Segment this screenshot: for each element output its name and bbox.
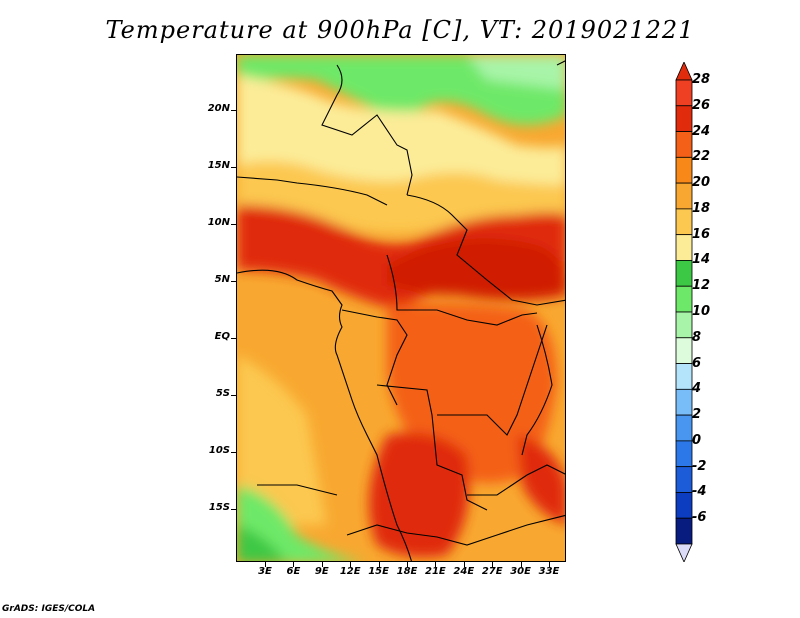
colorbar-top-triangle — [675, 62, 693, 81]
grads-credit: GrADS: IGES/COLA — [2, 604, 96, 614]
colorbar-label: 22 — [692, 149, 711, 165]
lon-tick — [549, 562, 550, 567]
colorbar-label: 18 — [692, 200, 711, 216]
colorbar-label: 24 — [692, 123, 711, 139]
plot-title: Temperature at 900hPa [C], VT: 201902122… — [105, 16, 695, 44]
lon-label: 21E — [425, 566, 446, 577]
lon-tick — [378, 562, 380, 567]
colorbar-segment — [675, 285, 693, 313]
colorbar-segment — [675, 466, 693, 493]
lon-label: 30E — [510, 566, 531, 577]
shade-atlantic-light — [237, 355, 327, 525]
lat-tick — [231, 224, 236, 225]
lon-tick — [350, 562, 352, 567]
lon-label: 33E — [538, 566, 560, 577]
shade-darkgreen-sw — [237, 525, 286, 561]
lat-tick — [231, 110, 236, 111]
lat-tick — [231, 338, 236, 339]
colorbar-segment — [675, 79, 693, 107]
colorbar-label: 8 — [692, 329, 702, 345]
colorbar-segment — [675, 131, 693, 158]
lon-tick — [407, 562, 408, 567]
shade-red-east — [517, 435, 565, 525]
lon-label: 18E — [396, 566, 418, 577]
lon-label: 27E — [481, 566, 503, 577]
colorbar-bottom-triangle — [675, 543, 693, 562]
shade-lightorange-band — [237, 161, 565, 234]
lon-tick — [321, 562, 323, 567]
colorbar-label: 10 — [692, 304, 711, 319]
colorbar-segment — [675, 517, 693, 545]
lon-tick — [520, 562, 522, 567]
colorbar-segment — [675, 234, 693, 261]
colorbar-segment — [675, 440, 693, 468]
lat-label: 10S — [208, 445, 230, 456]
shade-lightgreen-ne — [467, 55, 565, 90]
lat-tick — [231, 509, 236, 510]
lon-label: 12E — [339, 566, 361, 577]
lon-label: 15E — [368, 566, 389, 577]
colorbar-segment — [675, 105, 693, 132]
colorbar-label: 14 — [692, 252, 711, 268]
lon-label: 6E — [286, 566, 301, 577]
lon-tick — [492, 562, 494, 567]
colorbar-segment — [675, 414, 693, 442]
lat-label: 5S — [215, 388, 230, 399]
shade-red-south — [369, 432, 470, 558]
lat-tick — [231, 167, 236, 168]
colorbar-label: 28 — [692, 72, 711, 87]
colorbar-segment — [675, 208, 693, 236]
lat-label: EQ — [214, 331, 230, 342]
lat-label: 10N — [207, 217, 230, 228]
colorbar-segment — [675, 260, 693, 287]
colorbar-segment — [675, 156, 693, 184]
lon-tick — [265, 562, 266, 567]
colorbar-label: 0 — [692, 432, 702, 448]
lat-tick — [231, 281, 236, 282]
colorbar-label: -2 — [692, 458, 707, 474]
lat-label: 15N — [207, 160, 230, 171]
shade-deepred-car — [387, 238, 565, 300]
map-shading — [237, 55, 565, 561]
colorbar-label: 12 — [692, 278, 711, 294]
colorbar-segment — [675, 337, 693, 364]
colorbar-label: 26 — [692, 97, 711, 113]
colorbar-label: 20 — [692, 175, 711, 191]
colorbar-label: -6 — [692, 510, 707, 526]
lat-label: 15S — [208, 502, 230, 513]
colorbar-segment — [675, 492, 693, 519]
lat-tick — [231, 395, 236, 396]
lat-label: 20N — [207, 103, 230, 114]
lon-tick — [435, 562, 437, 567]
lon-label: 3E — [258, 566, 272, 577]
colorbar-label: 2 — [692, 407, 702, 423]
lat-tick — [231, 452, 236, 453]
lat-label: 5N — [214, 274, 230, 285]
colorbar-label: -4 — [692, 484, 707, 500]
lon-tick — [293, 562, 295, 567]
temperature-map — [236, 54, 566, 562]
colorbar — [675, 62, 693, 562]
lon-label: 24E — [453, 566, 475, 577]
colorbar-label: 4 — [692, 381, 702, 397]
colorbar-segment — [675, 388, 693, 416]
coastlines-borders — [237, 60, 565, 561]
colorbar-segment — [675, 182, 693, 210]
colorbar-segment — [675, 363, 693, 390]
lon-tick — [463, 562, 465, 567]
colorbar-label: 16 — [692, 226, 711, 242]
lon-label: 9E — [314, 566, 329, 577]
colorbar-label: 6 — [692, 355, 702, 371]
colorbar-segment — [675, 311, 693, 339]
